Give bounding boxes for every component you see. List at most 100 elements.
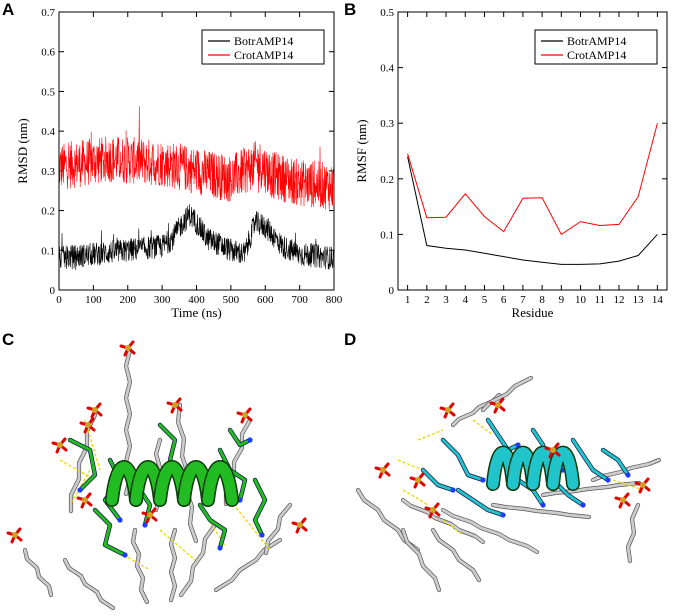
- legend-label: CrotAMP14: [567, 48, 626, 62]
- y-tick-label: 0.6: [41, 47, 55, 59]
- rmsf-chart: 1 2 3 4 5 6 7 8 9 10 11 12 13 1400.10.20.30.40.5Resid…: [354, 7, 668, 320]
- phosphorus-atom: [297, 522, 303, 528]
- phosphorus-atom: [57, 442, 63, 448]
- x-tick-label: 12: [613, 294, 624, 306]
- phosphorus-atom: [495, 402, 501, 408]
- lipid-tail: [63, 558, 115, 610]
- nitrogen-atom: [580, 502, 586, 508]
- lipid-tail: [169, 528, 177, 602]
- x-tick-label: 2: [424, 294, 430, 306]
- y-tick-label: 0: [50, 285, 56, 297]
- peptide-membrane-structure-d: [355, 375, 662, 593]
- plot-frame: [397, 11, 668, 291]
- panel-label-c: C: [2, 330, 15, 349]
- x-tick-label: 10: [575, 294, 587, 306]
- phosphorus-atom: [85, 422, 91, 428]
- lipid-tail: [481, 376, 533, 412]
- lipid-tail: [401, 498, 485, 544]
- x-tick-label: 300: [154, 294, 171, 306]
- lipid-tail: [626, 503, 640, 563]
- y-tick-label: 0.1: [380, 229, 394, 241]
- y-tick-label: 0.7: [41, 7, 55, 19]
- phosphorus-atom: [380, 467, 386, 473]
- legend-label: BotrAMP14: [234, 34, 293, 48]
- nitrogen-atom: [500, 512, 506, 518]
- nitrogen-atom: [122, 552, 128, 558]
- y-tick-label: 0.5: [41, 86, 55, 98]
- hydrogen-bond: [397, 459, 424, 471]
- x-tick-label: 5: [482, 294, 488, 306]
- x-tick-label: 800: [326, 294, 343, 306]
- lipid-tail-outline: [62, 557, 116, 611]
- x-tick-label: 400: [188, 294, 205, 306]
- x-tick-label: 1: [405, 294, 411, 306]
- side-chain: [218, 448, 247, 502]
- x-tick-label: 3: [443, 294, 449, 306]
- side-chain: [421, 468, 455, 492]
- x-tick-label: 200: [120, 294, 137, 306]
- side-chain: [228, 428, 252, 447]
- y-tick-label: 0.2: [41, 206, 55, 218]
- nitrogen-atom: [625, 472, 631, 478]
- nitrogen-atom: [259, 532, 265, 538]
- side-chain: [441, 438, 485, 482]
- nitrogen-atom: [77, 487, 83, 493]
- side-chain: [253, 478, 267, 537]
- lipid-tail: [441, 508, 539, 554]
- y-tick-label: 0.2: [380, 174, 394, 186]
- panel-label-d: D: [344, 330, 357, 349]
- lipid-tail: [541, 481, 641, 497]
- lipid-tail: [431, 528, 481, 582]
- phosphorus-atom: [430, 507, 436, 513]
- x-tick-label: 4: [463, 294, 469, 306]
- panel-label-a: A: [2, 0, 15, 19]
- phosphorus-atom: [125, 345, 131, 351]
- helix-ribbon: [547, 447, 579, 490]
- lipid-tail-outline: [355, 487, 421, 553]
- legend-label: BotrAMP14: [567, 34, 626, 48]
- legend-box: [201, 29, 325, 65]
- hydrogen-bond: [472, 419, 494, 436]
- x-tick-label: 0: [56, 294, 62, 306]
- side-chain: [198, 503, 227, 550]
- legend-label: CrotAMP14: [234, 48, 293, 62]
- y-tick-label: 0.5: [380, 7, 394, 19]
- y-tick-label: 0.1: [41, 245, 55, 257]
- x-axis-label: Time (ns): [171, 305, 221, 320]
- y-axis-label: RMSD (nm): [15, 118, 30, 183]
- phosphorus-atom: [92, 407, 98, 413]
- phosphorus-atom: [640, 482, 646, 488]
- x-tick-label: 14: [652, 294, 664, 306]
- hydrogen-bond: [159, 529, 196, 561]
- side-chain: [486, 418, 520, 452]
- hydrogen-bond: [59, 459, 96, 481]
- x-tick-label: 9: [559, 294, 565, 306]
- lipid-tail: [401, 528, 441, 592]
- nitrogen-atom: [450, 487, 456, 493]
- nitrogen-atom: [117, 517, 123, 523]
- lipid-tail: [214, 538, 282, 592]
- x-tick-label: 600: [257, 294, 274, 306]
- series-line: [58, 204, 335, 271]
- hydrogen-bond: [612, 479, 644, 491]
- side-chain: [68, 438, 97, 492]
- lipid-tail: [356, 488, 420, 552]
- nitrogen-atom: [217, 545, 223, 551]
- helix-ribbon: [202, 461, 238, 506]
- side-chain: [93, 508, 127, 557]
- lipid-tail: [131, 528, 149, 604]
- x-tick-label: 100: [85, 294, 102, 306]
- hydrogen-bond: [84, 419, 101, 471]
- y-tick-label: 0.3: [41, 166, 55, 178]
- phosphorus-atom: [620, 497, 626, 503]
- x-tick-label: 8: [539, 294, 545, 306]
- x-tick-label: 13: [633, 294, 645, 306]
- phosphorus-atom: [147, 512, 153, 518]
- x-axis-label: Residue: [512, 305, 554, 320]
- series-line: [407, 123, 658, 236]
- lipid-tail: [23, 548, 53, 597]
- series-line: [407, 156, 658, 265]
- x-tick-label: 11: [594, 294, 605, 306]
- side-chain: [456, 488, 505, 517]
- nitrogen-atom: [480, 477, 486, 483]
